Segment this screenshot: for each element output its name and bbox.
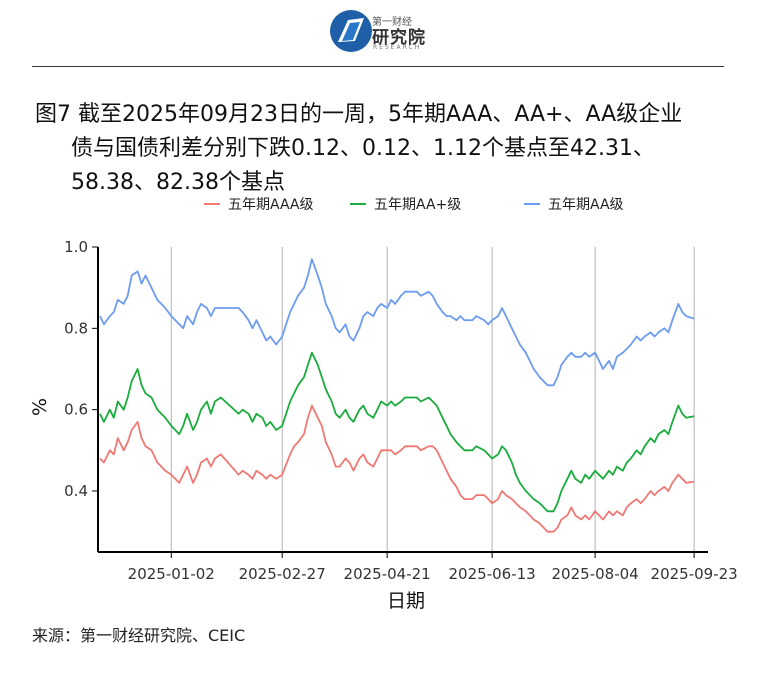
logo-main-text: 研究院 bbox=[372, 28, 426, 48]
legend-label: 五年期AA+级 bbox=[374, 197, 461, 213]
x-tick-label: 2025-09-23 bbox=[651, 565, 738, 583]
x-tick-label: 2025-08-04 bbox=[552, 565, 639, 583]
series-lines bbox=[99, 258, 695, 533]
title-line-1: 图7 截至2025年09月23日的一周，5年期AAA、AA+、AA级企业 bbox=[35, 102, 683, 127]
x-axis-ticks: 2025-01-02 2025-02-27 2025-04-21 2025-06-13… bbox=[128, 552, 738, 583]
y-tick-label: 0.6 bbox=[64, 401, 88, 419]
x-tick-label: 2025-02-27 bbox=[239, 565, 326, 583]
y-tick-label: 1.0 bbox=[64, 238, 88, 256]
logo: 第一财经 研究院 RESEARCH bbox=[328, 8, 438, 54]
header-divider bbox=[32, 66, 724, 67]
legend-label: 五年期AA级 bbox=[548, 197, 624, 213]
series-line bbox=[99, 404, 695, 533]
legend: 五年期AAA级 五年期AA+级 五年期AA级 bbox=[204, 197, 624, 213]
logo-sub-text: RESEARCH bbox=[373, 44, 422, 51]
y-tick-label: 0.8 bbox=[64, 319, 88, 337]
source-note: 来源：第一财经研究院、CEIC bbox=[32, 626, 246, 645]
series-line bbox=[99, 258, 695, 387]
title-line-2: 债与国债利差分别下跌0.12、0.12、1.12个基点至42.31、 bbox=[71, 136, 655, 161]
axes bbox=[97, 247, 708, 553]
y-axis-ticks: 0.4 0.6 0.8 1.0 bbox=[64, 238, 98, 500]
y-tick-label: 0.4 bbox=[64, 482, 88, 500]
x-axis-label: 日期 bbox=[387, 590, 425, 612]
figure-title: 图7 截至2025年09月23日的一周，5年期AAA、AA+、AA级企业 债与国… bbox=[35, 98, 725, 200]
title-line-3: 58.38、82.38个基点 bbox=[71, 170, 285, 195]
x-tick-label: 2025-01-02 bbox=[128, 565, 215, 583]
logo-emblem-icon bbox=[330, 10, 372, 52]
x-tick-label: 2025-06-13 bbox=[449, 565, 536, 583]
y-axis-label: % bbox=[29, 398, 51, 416]
legend-label: 五年期AAA级 bbox=[228, 197, 314, 213]
logo-top-text: 第一财经 bbox=[372, 17, 412, 28]
x-tick-label: 2025-04-21 bbox=[344, 565, 431, 583]
series-line bbox=[99, 351, 695, 513]
x-gridlines bbox=[170, 247, 695, 552]
